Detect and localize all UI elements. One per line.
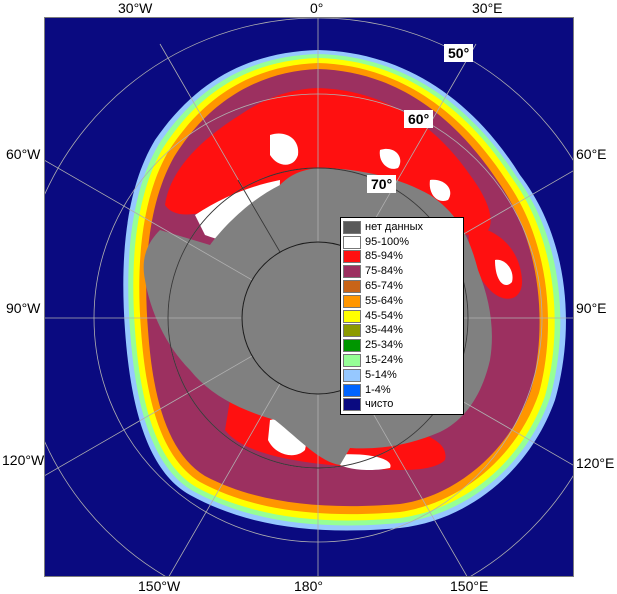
- ice-patch-white-2: [270, 133, 299, 165]
- legend-swatch: [343, 398, 361, 412]
- legend-swatch: [343, 280, 361, 294]
- ice-patch-white-7: [429, 179, 451, 201]
- lon-label-30w: 30°W: [118, 0, 153, 16]
- meridian-30-dark: [237, 179, 281, 253]
- legend-swatch: [343, 220, 361, 234]
- legend-label: 5-14%: [365, 368, 397, 381]
- legend-swatch: [343, 354, 361, 368]
- lon-label-60e: 60°E: [576, 146, 607, 162]
- lon-label-150e: 150°E: [450, 578, 489, 594]
- legend-label: чисто: [365, 398, 394, 411]
- circle-70-dark: [167, 167, 469, 469]
- legend-item: чисто: [343, 398, 461, 413]
- legend-item: 85-94%: [343, 250, 461, 265]
- lon-label-120w: 120°W: [2, 452, 45, 468]
- lat-label-50: 50°: [444, 44, 474, 62]
- legend-swatch: [343, 235, 361, 249]
- legend-swatch: [343, 324, 361, 338]
- graticule-dark: [167, 167, 469, 469]
- legend-item: 25-34%: [343, 338, 461, 353]
- lon-label-120e: 120°E: [576, 455, 615, 471]
- legend-item: нет данных: [343, 220, 461, 235]
- lon-label-30e: 30°E: [472, 0, 503, 16]
- legend-label: 45-54%: [365, 309, 403, 322]
- lon-label-90w: 90°W: [6, 300, 41, 316]
- legend-label: 95-100%: [365, 235, 410, 248]
- lat-label-70: 70°: [367, 175, 397, 193]
- legend-item: 45-54%: [343, 309, 461, 324]
- legend-label: 75-84%: [365, 265, 403, 278]
- legend-label: 35-44%: [365, 324, 403, 337]
- lon-label-60w: 60°W: [6, 146, 41, 162]
- legend-item: 5-14%: [343, 368, 461, 383]
- legend-label: 65-74%: [365, 280, 403, 293]
- lon-label-90e: 90°E: [576, 300, 607, 316]
- ice-patch-white-5: [335, 454, 391, 470]
- ice-patch-white-3: [495, 259, 513, 286]
- legend-label: нет данных: [365, 220, 424, 233]
- lon-label-180: 180°: [294, 578, 323, 594]
- legend-item: 95-100%: [343, 235, 461, 250]
- legend-swatch: [343, 265, 361, 279]
- legend-item: 55-64%: [343, 294, 461, 309]
- legend-swatch: [343, 294, 361, 308]
- legend-swatch: [343, 250, 361, 264]
- lat-label-60: 60°: [404, 110, 434, 128]
- legend-label: 1-4%: [365, 383, 391, 396]
- legend: нет данных 95-100% 85-94% 75-84% 65-74% …: [340, 217, 464, 416]
- legend-swatch: [343, 339, 361, 353]
- legend-item: 65-74%: [343, 279, 461, 294]
- lon-label-150w: 150°W: [138, 578, 181, 594]
- legend-label: 85-94%: [365, 250, 403, 263]
- legend-label: 15-24%: [365, 354, 403, 367]
- legend-label: 25-34%: [365, 339, 403, 352]
- legend-swatch: [343, 309, 361, 323]
- legend-item: 75-84%: [343, 264, 461, 279]
- legend-swatch: [343, 383, 361, 397]
- legend-item: 35-44%: [343, 324, 461, 339]
- ice-patch-white-6: [379, 148, 401, 169]
- legend-swatch: [343, 368, 361, 382]
- legend-label: 55-64%: [365, 294, 403, 307]
- lon-label-0: 0°: [310, 0, 324, 16]
- legend-item: 1-4%: [343, 383, 461, 398]
- legend-item: 15-24%: [343, 353, 461, 368]
